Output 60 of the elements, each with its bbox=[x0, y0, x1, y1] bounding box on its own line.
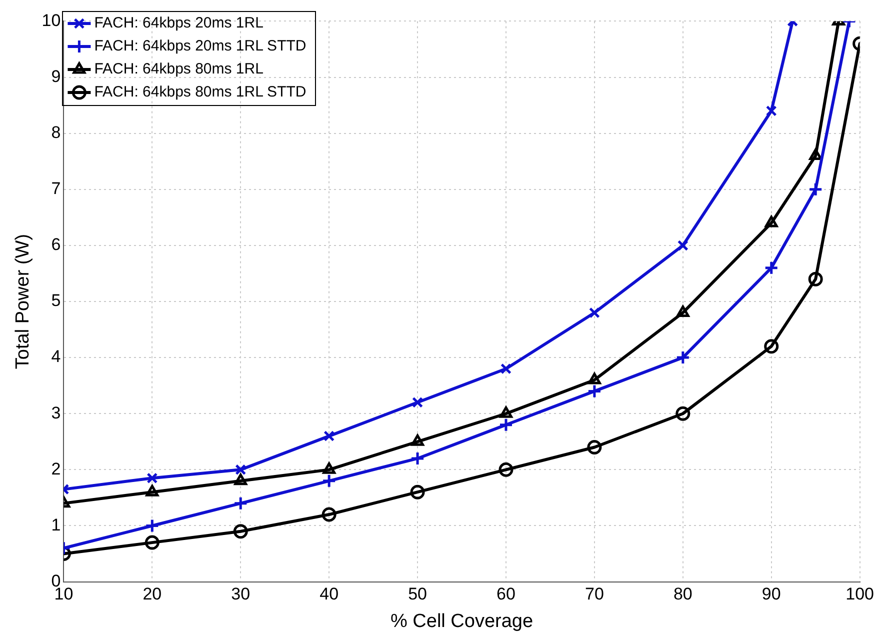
point bbox=[764, 339, 779, 354]
point bbox=[764, 216, 778, 228]
point bbox=[322, 462, 336, 474]
point bbox=[676, 406, 690, 421]
legend-label: FACH: 64kbps 20ms 1RL STTD bbox=[94, 38, 306, 55]
point bbox=[587, 384, 602, 398]
y-tick-label: 9 bbox=[51, 66, 61, 86]
x-axis-title: % Cell Coverage bbox=[390, 610, 534, 632]
point bbox=[146, 484, 159, 496]
x-tick-label: 70 bbox=[584, 584, 604, 604]
x-tick-label: 60 bbox=[496, 584, 516, 604]
point bbox=[235, 464, 246, 476]
point bbox=[677, 240, 688, 251]
point bbox=[411, 434, 424, 446]
point bbox=[234, 474, 248, 486]
point bbox=[233, 524, 248, 539]
x-tick-label: 80 bbox=[673, 584, 692, 604]
point bbox=[410, 484, 425, 500]
point bbox=[500, 406, 512, 418]
y-axis-title: Total Power (W) bbox=[12, 234, 34, 370]
x-tick-label: 90 bbox=[762, 584, 781, 604]
point bbox=[324, 430, 335, 442]
x-tick-label: 30 bbox=[231, 584, 250, 604]
point bbox=[498, 462, 514, 477]
point bbox=[809, 148, 822, 160]
point bbox=[676, 305, 690, 317]
y-tick-label: 8 bbox=[51, 123, 61, 142]
y-tick-label: 4 bbox=[51, 347, 61, 366]
point bbox=[144, 535, 160, 550]
x-tick-label: 100 bbox=[846, 584, 874, 604]
point bbox=[764, 260, 779, 276]
point bbox=[588, 372, 601, 384]
y-tick-label: 7 bbox=[51, 179, 61, 198]
y-tick-label: 10 bbox=[42, 10, 61, 30]
y-tick-label: 1 bbox=[51, 515, 61, 534]
point bbox=[322, 474, 336, 488]
point bbox=[498, 418, 514, 432]
point bbox=[588, 307, 600, 318]
x-tick-label: 40 bbox=[320, 584, 339, 604]
y-tick-label: 6 bbox=[51, 235, 61, 254]
point bbox=[587, 440, 602, 455]
point bbox=[410, 451, 425, 466]
x-tick-label: 50 bbox=[408, 584, 427, 604]
legend-label: FACH: 64kbps 80ms 1RL STTD bbox=[94, 84, 306, 101]
point bbox=[676, 350, 690, 365]
point bbox=[322, 507, 336, 522]
point bbox=[808, 272, 823, 286]
point bbox=[808, 182, 823, 197]
point bbox=[146, 472, 158, 484]
point bbox=[500, 363, 512, 374]
point bbox=[233, 496, 248, 511]
x-tick-label: 20 bbox=[142, 584, 162, 604]
point bbox=[766, 105, 777, 116]
y-tick-label: 2 bbox=[51, 459, 61, 478]
legend-label: FACH: 64kbps 20ms 1RL bbox=[94, 14, 264, 32]
point bbox=[412, 396, 424, 408]
point bbox=[144, 518, 160, 533]
y-tick-label: 3 bbox=[51, 403, 61, 422]
legend-label: FACH: 64kbps 80ms 1RL bbox=[94, 60, 264, 78]
y-tick-label: 5 bbox=[51, 291, 61, 310]
